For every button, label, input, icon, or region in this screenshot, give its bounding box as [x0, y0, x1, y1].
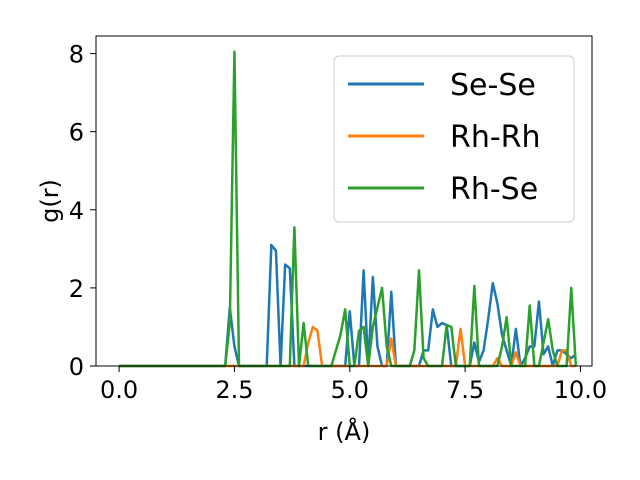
- x-tick-label: 7.5: [446, 376, 484, 404]
- y-axis: 0 2 4 6 8: [69, 41, 96, 381]
- y-tick-label: 6: [69, 119, 84, 147]
- series-line-rh-se: [119, 50, 578, 368]
- x-axis-label: r (Å): [318, 417, 371, 446]
- y-tick-label: 8: [69, 41, 84, 69]
- y-tick-label: 4: [69, 197, 84, 225]
- y-axis-label: g(r): [36, 179, 64, 223]
- legend-box: [333, 55, 575, 223]
- legend-label-rh-rh: Rh-Rh: [450, 120, 541, 155]
- y-tick-label: 2: [69, 275, 84, 303]
- x-tick-label: 10.0: [554, 376, 607, 404]
- x-axis: 0.0 2.5 5.0 7.5 10.0: [100, 366, 607, 404]
- x-tick-label: 2.5: [215, 376, 253, 404]
- legend: Se-Se Rh-Rh Rh-Se: [333, 55, 575, 223]
- plot-frame: [95, 35, 593, 367]
- x-tick-label: 0.0: [100, 376, 138, 404]
- legend-label-rh-se: Rh-Se: [450, 172, 538, 207]
- y-tick-label: 0: [69, 353, 84, 381]
- x-tick-label: 5.0: [331, 376, 369, 404]
- legend-label-se-se: Se-Se: [450, 68, 536, 103]
